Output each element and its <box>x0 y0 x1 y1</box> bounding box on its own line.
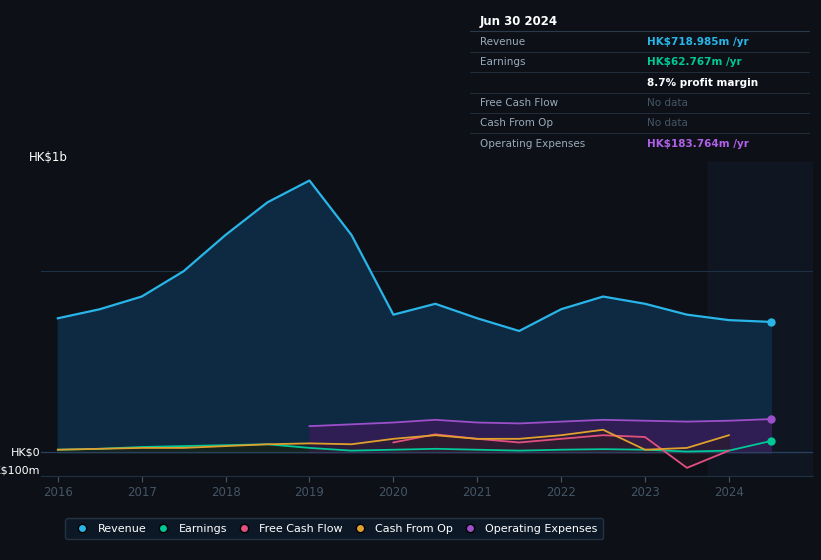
Text: HK$62.767m /yr: HK$62.767m /yr <box>647 57 741 67</box>
Text: HK$718.985m /yr: HK$718.985m /yr <box>647 37 749 47</box>
Text: Cash From Op: Cash From Op <box>479 118 553 128</box>
Text: Free Cash Flow: Free Cash Flow <box>479 98 558 108</box>
Text: Earnings: Earnings <box>479 57 525 67</box>
Text: -HK$100m: -HK$100m <box>0 465 40 475</box>
Bar <box>708 162 813 476</box>
Text: Revenue: Revenue <box>479 37 525 47</box>
Text: 8.7% profit margin: 8.7% profit margin <box>647 78 758 87</box>
Text: HK$183.764m /yr: HK$183.764m /yr <box>647 139 749 149</box>
Text: No data: No data <box>647 118 688 128</box>
Legend: Revenue, Earnings, Free Cash Flow, Cash From Op, Operating Expenses: Revenue, Earnings, Free Cash Flow, Cash … <box>66 519 603 539</box>
Text: HK$0: HK$0 <box>11 447 40 458</box>
Text: HK$1b: HK$1b <box>29 151 67 164</box>
Text: Operating Expenses: Operating Expenses <box>479 139 585 149</box>
Text: No data: No data <box>647 98 688 108</box>
Text: Jun 30 2024: Jun 30 2024 <box>479 15 558 28</box>
